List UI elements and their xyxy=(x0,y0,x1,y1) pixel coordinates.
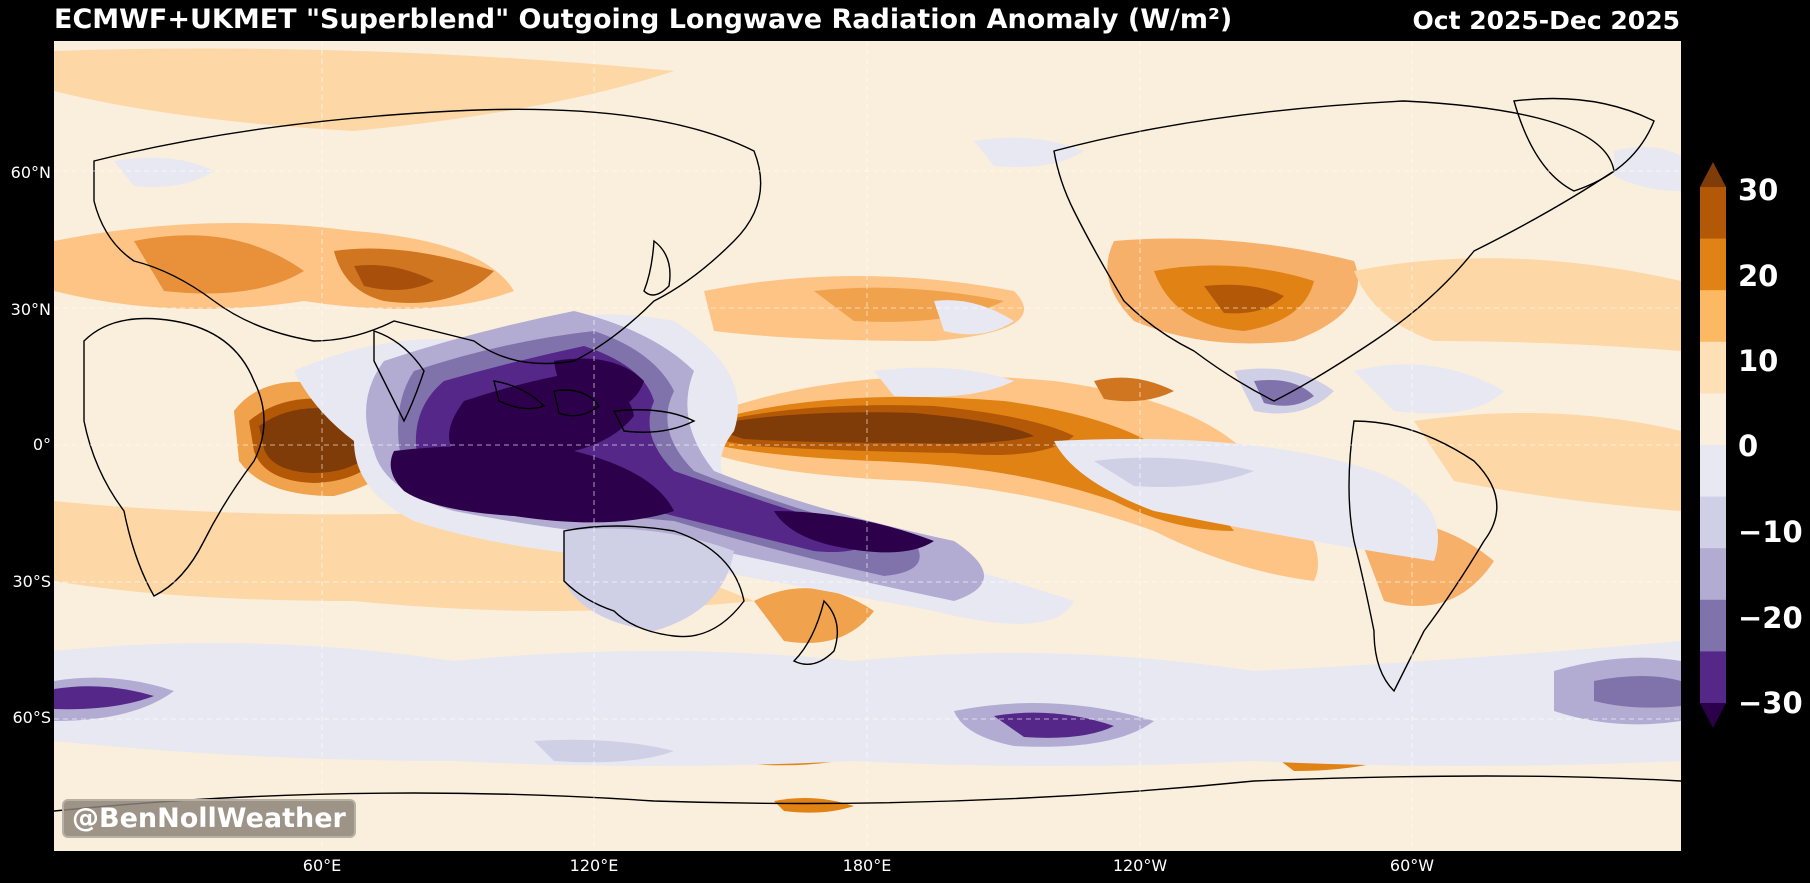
colorbar-segment xyxy=(1700,651,1726,704)
colorbar-segment xyxy=(1700,341,1726,394)
map-title: ECMWF+UKMET "Superblend" Outgoing Longwa… xyxy=(54,4,1233,35)
lon-label-60e: 60°E xyxy=(302,856,342,875)
lon-label-120e: 120°E xyxy=(569,856,619,875)
colorbar-segment xyxy=(1700,238,1726,291)
lat-label-60n: 60°N xyxy=(10,163,51,182)
lat-label-60s: 60°S xyxy=(12,708,51,727)
colorbar-tick-10: 10 xyxy=(1738,344,1779,378)
negative-anomaly-contours xyxy=(54,137,1681,766)
colorbar-segment xyxy=(1700,445,1726,498)
lat-label-0: 0° xyxy=(32,435,51,454)
lon-label-60w: 60°W xyxy=(1389,856,1435,875)
watermark-handle: @BenNollWeather xyxy=(62,799,356,838)
lat-label-30n: 30°N xyxy=(10,300,51,319)
colorbar-tick-neg20: −20 xyxy=(1738,601,1803,635)
colorbar-segment xyxy=(1700,599,1726,652)
date-range: Oct 2025-Dec 2025 xyxy=(1412,6,1681,35)
gridlines xyxy=(54,41,1681,851)
colorbar-tick-0: 0 xyxy=(1738,429,1759,463)
colorbar-segment xyxy=(1700,393,1726,446)
colorbar-segment xyxy=(1700,290,1726,343)
anomaly-map xyxy=(54,41,1681,851)
coastlines xyxy=(54,97,1681,812)
colorbar-extend-max xyxy=(1700,162,1726,187)
colorbar-tick-20: 20 xyxy=(1738,259,1779,293)
colorbar-segment xyxy=(1700,187,1726,240)
colorbar-tick-neg10: −10 xyxy=(1738,515,1803,549)
colorbar xyxy=(1700,162,1726,728)
colorbar-tick-neg30: −30 xyxy=(1738,686,1803,720)
lon-label-180e: 180°E xyxy=(842,856,892,875)
colorbar-extend-min xyxy=(1700,703,1726,728)
colorbar-segment xyxy=(1700,496,1726,549)
colorbar-tick-30: 30 xyxy=(1738,173,1779,207)
lon-label-120w: 120°W xyxy=(1112,856,1168,875)
colorbar-segment xyxy=(1700,548,1726,601)
lat-label-30s: 30°S xyxy=(12,572,51,591)
